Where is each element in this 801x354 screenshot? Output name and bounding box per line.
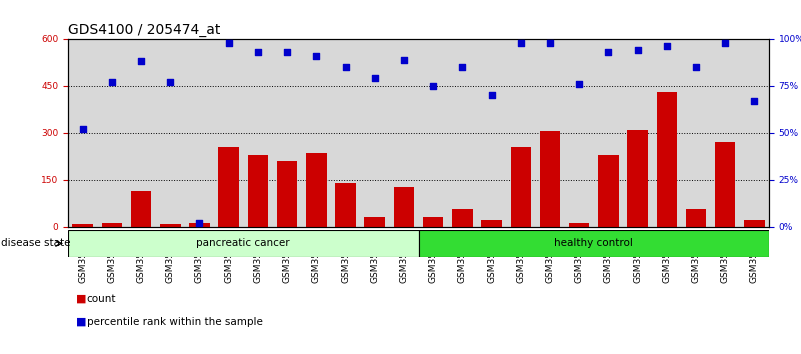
Bar: [598, 155, 618, 227]
Point: [602, 49, 614, 55]
Point: [544, 40, 557, 46]
Point: [106, 79, 119, 85]
Text: ■: ■: [76, 317, 87, 327]
Bar: [569, 223, 590, 227]
Bar: [248, 155, 268, 227]
Bar: [364, 217, 385, 227]
Bar: [423, 217, 443, 227]
Point: [368, 75, 381, 81]
Point: [135, 59, 147, 64]
Text: ■: ■: [76, 294, 87, 304]
Bar: [336, 183, 356, 227]
Text: GDS4100 / 205474_at: GDS4100 / 205474_at: [68, 23, 220, 36]
Bar: [657, 92, 677, 227]
Bar: [219, 147, 239, 227]
Bar: [744, 220, 765, 227]
Bar: [68, 230, 418, 257]
Point: [690, 64, 702, 70]
Bar: [686, 209, 706, 227]
Bar: [72, 224, 93, 227]
Point: [397, 57, 410, 62]
Bar: [102, 223, 122, 227]
Point: [514, 40, 527, 46]
Text: pancreatic cancer: pancreatic cancer: [196, 238, 290, 249]
Point: [427, 83, 440, 89]
Point: [76, 126, 89, 132]
Bar: [189, 223, 210, 227]
Text: percentile rank within the sample: percentile rank within the sample: [87, 317, 263, 327]
Bar: [481, 220, 501, 227]
Point: [456, 64, 469, 70]
Bar: [510, 147, 531, 227]
Text: healthy control: healthy control: [554, 238, 633, 249]
Bar: [160, 224, 180, 227]
Text: disease state: disease state: [1, 238, 70, 249]
Point: [718, 40, 731, 46]
Bar: [394, 188, 414, 227]
Point: [193, 220, 206, 225]
Bar: [418, 230, 769, 257]
Point: [748, 98, 761, 104]
Bar: [306, 153, 327, 227]
Point: [485, 92, 498, 98]
Point: [631, 47, 644, 53]
Bar: [540, 131, 560, 227]
Point: [164, 79, 177, 85]
Point: [573, 81, 586, 87]
Point: [310, 53, 323, 59]
Bar: [627, 130, 648, 227]
Bar: [277, 161, 297, 227]
Bar: [131, 190, 151, 227]
Point: [252, 49, 264, 55]
Bar: [715, 142, 735, 227]
Text: count: count: [87, 294, 116, 304]
Point: [660, 44, 673, 49]
Point: [280, 49, 293, 55]
Point: [339, 64, 352, 70]
Point: [223, 40, 235, 46]
Bar: [452, 209, 473, 227]
